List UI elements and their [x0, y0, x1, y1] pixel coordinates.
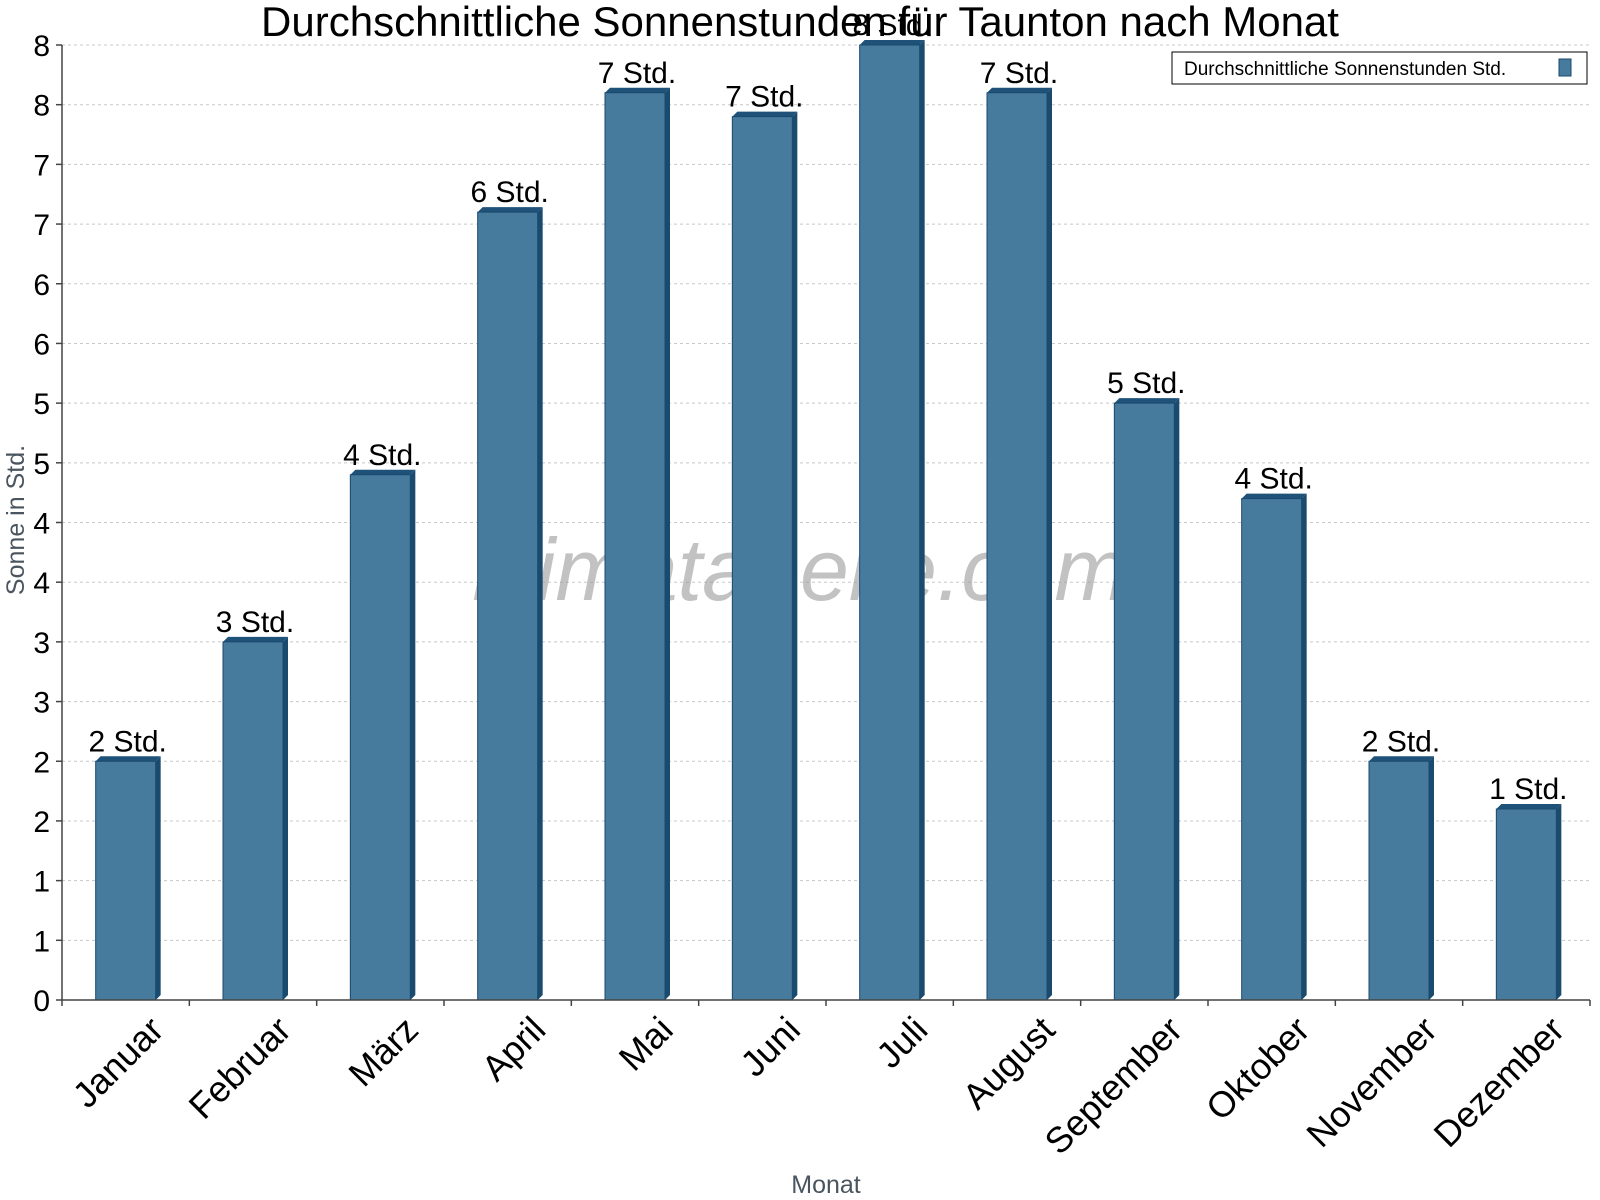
y-tick-label: 2: [33, 806, 50, 839]
y-tick-label: 4: [33, 567, 50, 600]
x-tick-label: April: [473, 1009, 553, 1089]
x-tick-label: Juni: [732, 1009, 808, 1085]
bar-top: [605, 87, 670, 93]
x-tick-label: November: [1298, 1009, 1444, 1155]
bar-side: [1301, 493, 1307, 1000]
x-axis-ticks: Januar Februar März April Mai Juni Juli AugustS…: [64, 1009, 1572, 1163]
bar-side: [1429, 756, 1434, 1000]
bar-top: [477, 207, 543, 213]
y-tick-label: 1: [33, 925, 50, 958]
bar-side: [410, 469, 416, 1000]
data-labels: 2 Std. 3 Std. 4 Std. 6 Std. 7 Std. 7 Std. 8 St…: [88, 9, 1567, 806]
bar-side: [537, 207, 543, 1000]
bar-top: [95, 756, 161, 762]
data-label: 7 Std.: [725, 81, 803, 114]
data-label: 6 Std.: [470, 176, 548, 209]
y-tick-label: 7: [33, 209, 50, 242]
data-label: 5 Std.: [1107, 367, 1185, 400]
bar-top: [1241, 493, 1307, 499]
data-label: 7 Std.: [980, 57, 1058, 90]
y-tick-label: 1: [33, 866, 50, 899]
bar: [95, 760, 157, 1001]
data-label: 7 Std.: [598, 57, 676, 90]
grid: [62, 44, 1590, 941]
y-tick-label: 4: [33, 508, 50, 541]
y-tick-label: 5: [33, 448, 50, 481]
bar: [349, 474, 411, 1001]
x-axis-label: Monat: [791, 1171, 861, 1199]
bar: [1113, 402, 1175, 1001]
y-tick-label: 5: [33, 388, 50, 421]
x-tick-label: September: [1036, 1009, 1190, 1163]
bar-top: [987, 87, 1052, 93]
legend: Durchschnittliche Sonnenstunden Std.: [1171, 51, 1588, 85]
y-tick-label: 3: [33, 687, 50, 720]
y-tick-label: 8: [33, 30, 50, 63]
y-tick-label: 8: [33, 90, 50, 123]
bar: [986, 92, 1048, 1001]
bar-top: [1496, 804, 1562, 809]
y-axis-label: Sonne in Std.: [2, 445, 30, 595]
data-label: 1 Std.: [1489, 773, 1567, 806]
data-label: 4 Std.: [1234, 463, 1312, 496]
data-label: 2 Std.: [88, 725, 166, 758]
data-label: 8 Std.: [852, 9, 930, 42]
x-tick-label: März: [340, 1009, 426, 1095]
y-tick-label: 0: [33, 985, 50, 1018]
x-tick-label: Mai: [611, 1009, 681, 1079]
legend-label: Durchschnittliche Sonnenstunden Std.: [1184, 59, 1506, 80]
chart-title: Durchschnittliche Sonnenstunden für Taun…: [261, 0, 1339, 45]
y-tick-label: 7: [33, 149, 50, 182]
bar: [1241, 498, 1303, 1001]
bar-side: [1556, 804, 1562, 1000]
legend-swatch: [1558, 58, 1572, 77]
bars: [95, 40, 1562, 1001]
y-axis-ticks: 0 1 1 2 2 3 3 4 4 5 5 6 6 7 7 8 8: [33, 30, 50, 1018]
legend-box: [1171, 51, 1588, 85]
bar-top: [859, 40, 925, 45]
axes: [56, 44, 1591, 1006]
x-tick-label: Juli: [868, 1009, 935, 1076]
data-label: 3 Std.: [216, 606, 294, 639]
bar-side: [155, 756, 161, 1000]
x-tick-label: August: [954, 1009, 1062, 1117]
data-label: 2 Std.: [1362, 725, 1440, 758]
bar: [1495, 808, 1557, 1001]
bar-top: [350, 469, 416, 475]
bar-side: [919, 40, 925, 1000]
bar: [477, 211, 539, 1001]
bar: [1368, 760, 1430, 1001]
bar-top: [1369, 756, 1434, 762]
y-tick-label: 6: [33, 269, 50, 302]
bar-side: [1047, 87, 1052, 1000]
x-tick-label: Oktober: [1198, 1009, 1318, 1129]
bar: [731, 116, 793, 1001]
y-tick-label: 2: [33, 746, 50, 779]
y-tick-label: 6: [33, 328, 50, 361]
x-tick-label: Februar: [181, 1009, 299, 1127]
bar-side: [665, 87, 670, 1000]
bar-side: [283, 636, 288, 1000]
bar: [859, 44, 921, 1001]
x-tick-label: Januar: [64, 1009, 171, 1116]
bar-side: [792, 111, 798, 1000]
y-tick-label: 3: [33, 627, 50, 660]
x-tick-label: Dezember: [1426, 1009, 1572, 1155]
bar-top: [1114, 398, 1180, 404]
bar: [604, 92, 666, 1001]
bar-top: [223, 636, 288, 642]
bar: [222, 641, 284, 1001]
bar-top: [732, 111, 798, 117]
data-label: 4 Std.: [343, 439, 421, 472]
bar-side: [1174, 398, 1180, 1000]
